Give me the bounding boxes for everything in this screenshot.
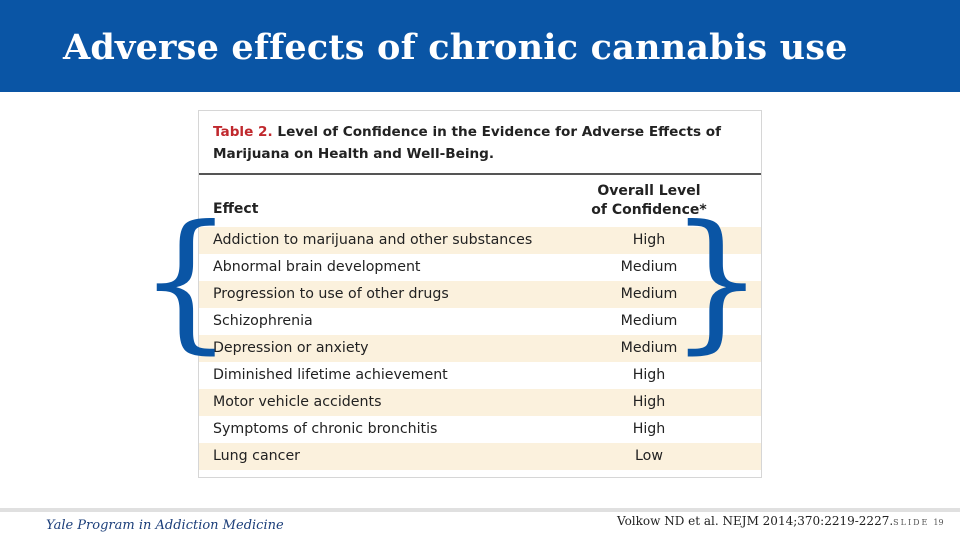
table-body: Addiction to marijuana and other substan… — [199, 227, 761, 470]
table-caption-text: Level of Confidence in the Evidence for … — [213, 124, 722, 162]
confidence-cell: Medium — [620, 259, 678, 275]
citation: Volkow ND et al. NEJM 2014;370:2219-2227… — [617, 514, 894, 528]
confidence-cell: Low — [635, 448, 663, 464]
confidence-cell: Medium — [620, 340, 678, 356]
evidence-table: Table 2. Level of Confidence in the Evid… — [198, 110, 762, 478]
table-row: Diminished lifetime achievement High — [199, 362, 761, 389]
confidence-cell: Medium — [620, 286, 678, 302]
table-caption: Table 2. Level of Confidence in the Evid… — [213, 121, 753, 165]
table-row: Lung cancer Low — [199, 443, 761, 470]
table-row: Motor vehicle accidents High — [199, 389, 761, 416]
slide-number: 19 — [933, 518, 944, 527]
effect-cell: Progression to use of other drugs — [213, 286, 449, 302]
right-curly-brace: } — [669, 194, 765, 368]
column-header-confidence-line2: of Confidence* — [591, 202, 707, 218]
effect-cell: Depression or anxiety — [213, 340, 369, 356]
footer-divider — [0, 508, 960, 512]
effect-cell: Abnormal brain development — [213, 259, 421, 275]
confidence-cell: High — [632, 421, 666, 437]
table-label: Table 2. — [213, 124, 273, 140]
slide-label: SLIDE — [893, 518, 930, 527]
left-curly-brace: { — [138, 194, 234, 368]
table-row: Schizophrenia Medium — [199, 308, 761, 335]
effect-cell: Schizophrenia — [213, 313, 313, 329]
effect-cell: Motor vehicle accidents — [213, 394, 382, 410]
confidence-cell: High — [632, 367, 666, 383]
column-header-confidence-line1: Overall Level — [597, 183, 701, 199]
effect-cell: Lung cancer — [213, 448, 301, 464]
table-row: Depression or anxiety Medium — [199, 335, 761, 362]
table-row: Symptoms of chronic bronchitis High — [199, 416, 761, 443]
column-header-effect: Effect — [213, 201, 259, 217]
title-bar: Adverse effects of chronic cannabis use — [0, 0, 960, 92]
column-header-confidence: Overall Level of Confidence* — [579, 182, 719, 220]
slide-title: Adverse effects of chronic cannabis use — [63, 27, 848, 68]
confidence-cell: High — [632, 232, 666, 248]
table-row: Abnormal brain development Medium — [199, 254, 761, 281]
effect-cell: Addiction to marijuana and other substan… — [213, 232, 533, 248]
confidence-cell: Medium — [620, 313, 678, 329]
table-row: Addiction to marijuana and other substan… — [199, 227, 761, 254]
effect-cell: Symptoms of chronic bronchitis — [213, 421, 438, 437]
table-divider — [199, 173, 761, 175]
table-row: Progression to use of other drugs Medium — [199, 281, 761, 308]
program-name: Yale Program in Addiction Medicine — [46, 518, 284, 533]
effect-cell: Diminished lifetime achievement — [213, 367, 448, 383]
confidence-cell: High — [632, 394, 666, 410]
footer-citation-block: Volkow ND et al. NEJM 2014;370:2219-2227… — [617, 514, 944, 528]
